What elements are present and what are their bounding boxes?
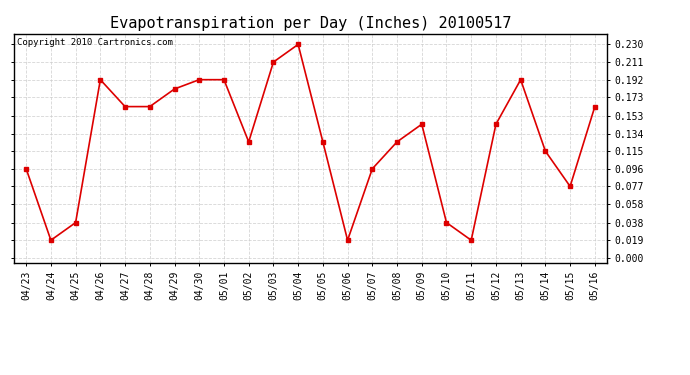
- Title: Evapotranspiration per Day (Inches) 20100517: Evapotranspiration per Day (Inches) 2010…: [110, 16, 511, 31]
- Text: Copyright 2010 Cartronics.com: Copyright 2010 Cartronics.com: [17, 38, 172, 47]
